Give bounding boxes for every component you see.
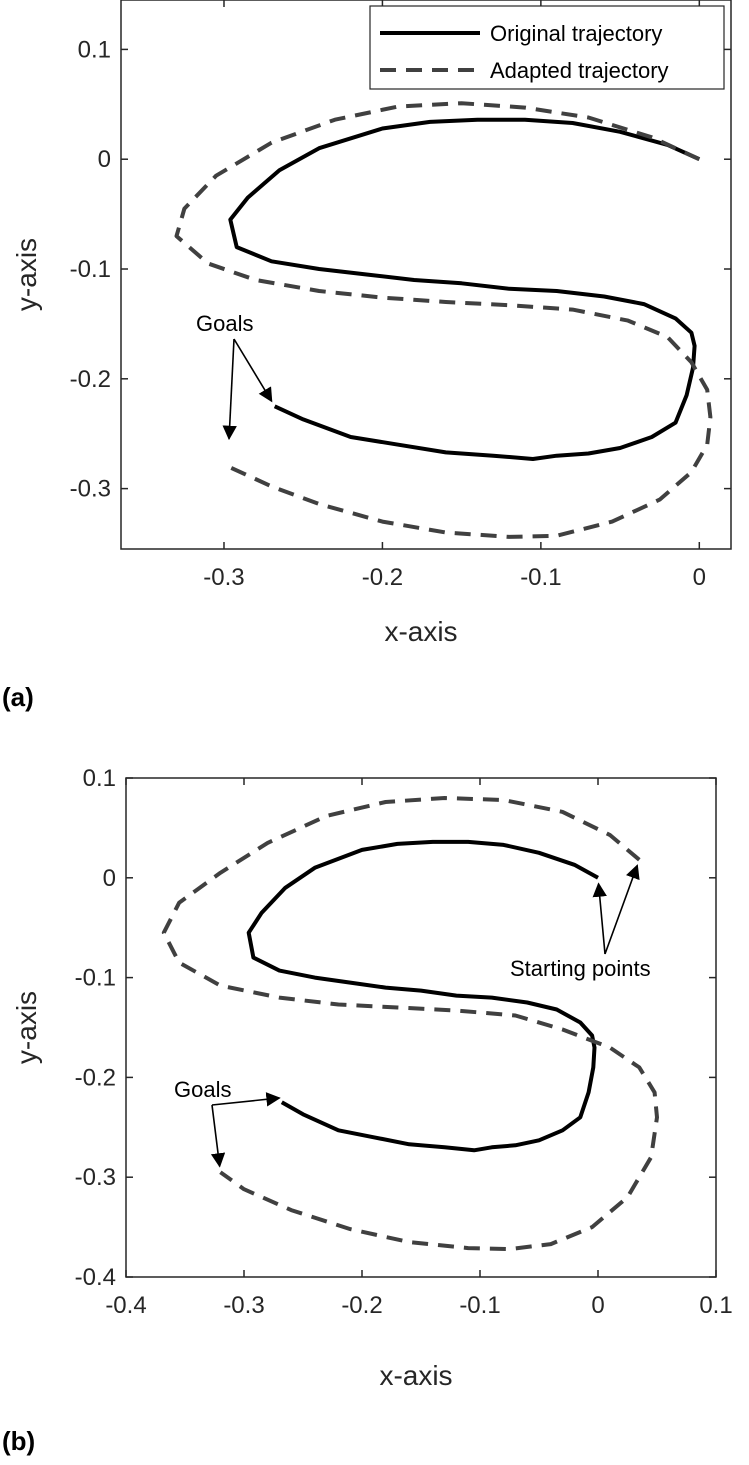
x-tick-label: -0.4 xyxy=(105,1292,146,1319)
adapted-trajectory-line xyxy=(161,796,659,1252)
x-tick-label: 0.1 xyxy=(699,1292,732,1319)
x-tick-label: -0.1 xyxy=(459,1292,500,1319)
panel-label: (b) xyxy=(2,1426,35,1456)
annotation-arrow xyxy=(211,1092,281,1107)
annotation-label: Starting points xyxy=(510,956,651,981)
y-tick-label: -0.1 xyxy=(75,965,116,992)
adapted-trajectory-line xyxy=(174,101,713,539)
annotation-arrow xyxy=(233,338,273,403)
y-axis-label: y-axis xyxy=(11,991,42,1064)
x-axis-label: x-axis xyxy=(379,1360,452,1391)
x-tick-label: -0.2 xyxy=(362,564,403,591)
original-trajectory-line xyxy=(246,839,599,1153)
original-trajectory-line xyxy=(228,117,701,461)
y-axis-label: y-axis xyxy=(11,238,42,311)
y-tick-label: -0.4 xyxy=(75,1264,116,1291)
x-tick-label: 0 xyxy=(693,564,706,591)
chart-a: -0.3 -0.2 -0.1 0 0.1 0 -0.1 -0.2 -0.3 x-axis y-axi… xyxy=(2,0,732,712)
y-tick-label: -0.3 xyxy=(70,476,111,503)
axes-box xyxy=(125,777,717,1278)
legend-box xyxy=(369,5,725,90)
y-tick-label: 0.1 xyxy=(78,36,111,63)
x-axis-label: x-axis xyxy=(384,616,457,647)
y-tick-label: -0.2 xyxy=(70,366,111,393)
y-tick-label: -0.3 xyxy=(75,1164,116,1191)
legend-entry: Adapted trajectory xyxy=(490,58,669,83)
y-tick-label: -0.1 xyxy=(70,256,111,283)
annotation-label: Goals xyxy=(174,1077,231,1102)
annotation-arrow xyxy=(210,1104,226,1168)
annotation-arrow xyxy=(222,338,237,441)
annotation-label: Goals xyxy=(196,311,253,336)
y-tick-label: 0 xyxy=(98,146,111,173)
x-tick-label: -0.2 xyxy=(341,1292,382,1319)
x-tick-label: -0.1 xyxy=(520,564,561,591)
x-tick-label: -0.3 xyxy=(223,1292,264,1319)
chart-b: -0.4 -0.3 -0.2 -0.1 0 0.1 0.1 0 -0.1 -0.2 -0.3 -0.4… xyxy=(2,765,733,1456)
x-tick-label: -0.3 xyxy=(203,564,244,591)
y-tick-label: 0 xyxy=(103,865,116,892)
x-tick-label: 0 xyxy=(591,1292,604,1319)
panel-label: (a) xyxy=(2,682,34,712)
y-tick-label: -0.2 xyxy=(75,1064,116,1091)
annotation-arrow xyxy=(592,882,607,955)
annotation-arrow xyxy=(604,864,640,955)
y-tick-label: 0.1 xyxy=(83,765,116,792)
legend-entry: Original trajectory xyxy=(490,21,662,46)
axes-box xyxy=(120,0,732,550)
